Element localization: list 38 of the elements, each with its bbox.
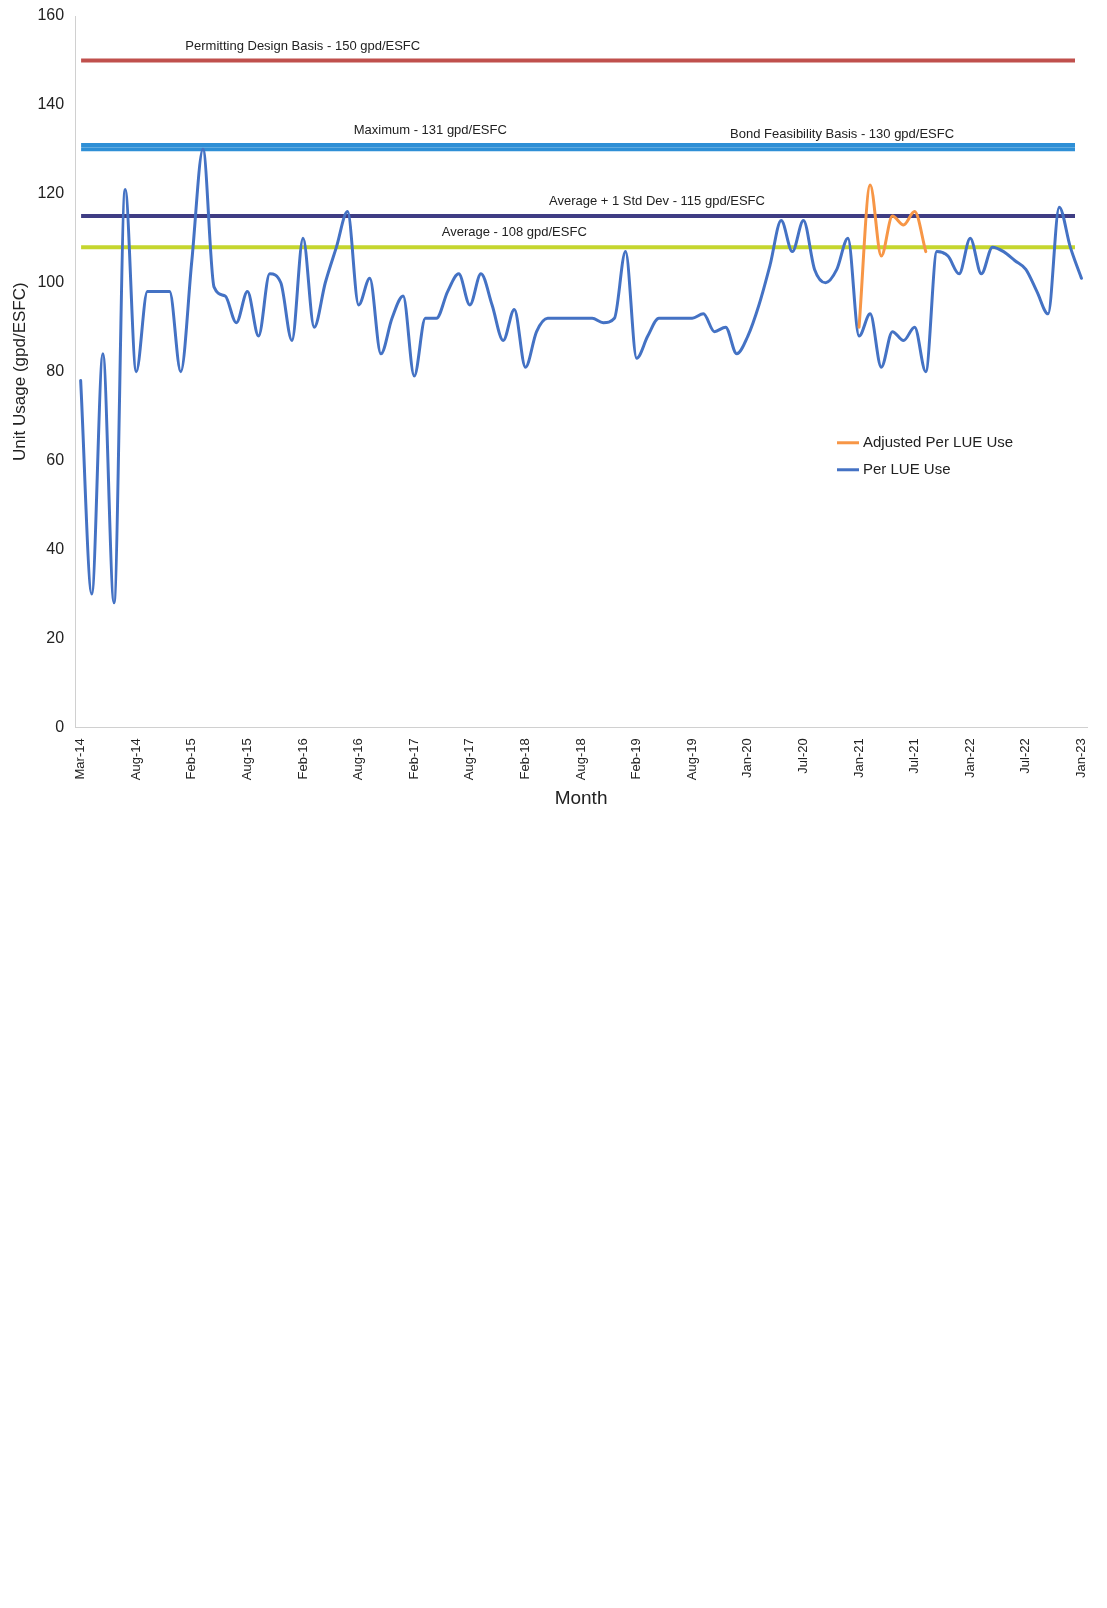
x-tick-label: Jan-21: [850, 738, 866, 779]
x-tick-label: Feb-15: [183, 738, 199, 780]
y-axis-title: Unit Usage (gpd/ESFC): [9, 282, 29, 461]
x-tick-label: Mar-14: [72, 738, 88, 780]
x-tick-label: Feb-18: [517, 738, 533, 780]
x-tick-label: Aug-17: [461, 738, 477, 781]
legend-label: Adjusted Per LUE Use: [863, 432, 1014, 450]
y-tick-label: 20: [46, 628, 65, 646]
y-tick-label: 80: [46, 362, 65, 380]
y-tick-label: 60: [46, 450, 65, 468]
legend-label: Per LUE Use: [863, 459, 951, 477]
ref-line-label: Maximum - 131 gpd/ESFC: [353, 122, 507, 137]
line-series: [857, 183, 928, 329]
x-tick-label: Jan-20: [739, 738, 755, 779]
x-axis-title: Month: [554, 786, 608, 808]
x-tick-label: Aug-14: [127, 738, 143, 781]
x-tick-label: Aug-19: [683, 738, 699, 781]
x-tick-label: Jul-21: [906, 738, 922, 774]
ref-line-label: Bond Feasibility Basis - 130 gpd/ESFC: [730, 126, 955, 142]
x-tick-label: Aug-15: [239, 738, 255, 781]
x-tick-label: Jan-22: [961, 738, 977, 779]
x-tick-label: Jul-20: [795, 738, 811, 774]
x-tick-label: Aug-18: [572, 738, 588, 781]
y-tick-label: 40: [46, 539, 65, 557]
x-tick-label: Feb-19: [628, 738, 644, 780]
ref-line-label: Permitting Design Basis - 150 gpd/ESFC: [185, 37, 421, 53]
y-tick-label: 160: [37, 6, 65, 24]
y-tick-label: 120: [37, 184, 65, 202]
x-tick-label: Feb-17: [405, 738, 421, 780]
ref-line-label: Average - 108 gpd/ESFC: [441, 224, 587, 240]
y-tick-label: 0: [55, 717, 65, 735]
x-tick-label: Feb-16: [294, 738, 310, 780]
x-tick-label: Jan-23: [1073, 738, 1089, 779]
y-tick-label: 140: [37, 95, 65, 113]
y-tick-label: 100: [37, 273, 65, 291]
x-tick-label: Jul-22: [1017, 738, 1033, 774]
x-tick-label: Aug-16: [350, 738, 366, 781]
ref-line-label: Average + 1 Std Dev - 115 gpd/ESFC: [548, 193, 765, 209]
